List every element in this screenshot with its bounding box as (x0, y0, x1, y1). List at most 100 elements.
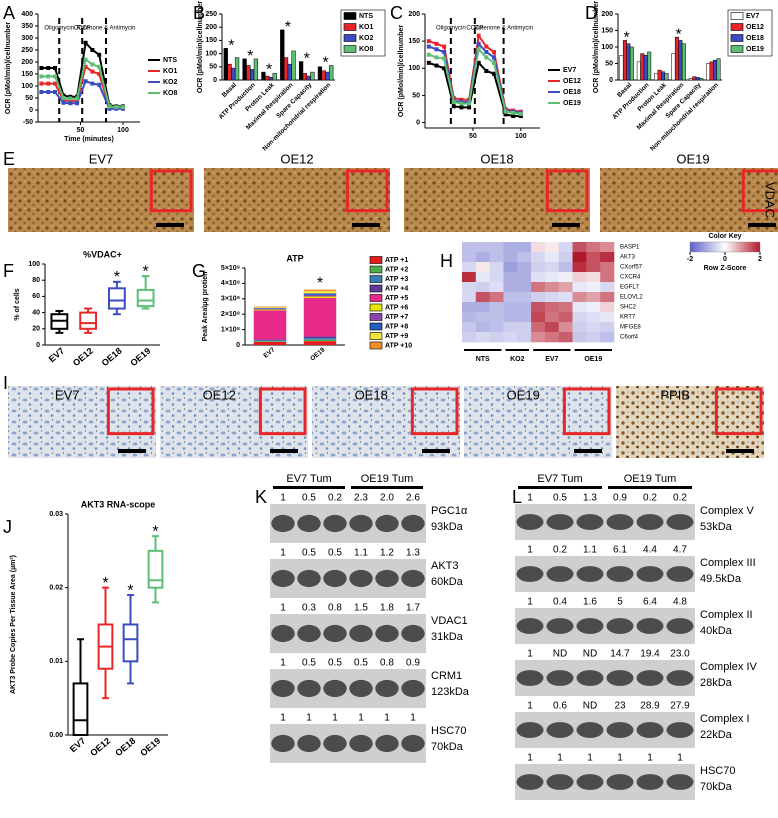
y-tick-label: 0.02 (49, 585, 63, 592)
heatmap-cell (503, 302, 518, 313)
heatmap-cell (586, 272, 601, 283)
x-tick-label: EV7 (68, 736, 87, 755)
protein-label: Complex II (700, 609, 753, 621)
point (492, 60, 496, 65)
band (401, 679, 425, 698)
point (75, 101, 80, 106)
row-label: ELOVL2 (620, 295, 643, 301)
panel-label: J (3, 517, 12, 537)
band (576, 722, 604, 738)
significance: * (624, 30, 630, 47)
band (666, 566, 694, 582)
legend-label: OE19 (563, 100, 581, 107)
y-tick-label: 0.03 (49, 511, 63, 518)
point (97, 52, 102, 57)
legend-swatch (343, 23, 357, 31)
x-tick-label: EV7 (262, 346, 276, 360)
panel-label: H (440, 251, 453, 271)
image-label: OE19 (507, 387, 540, 402)
band (349, 679, 373, 698)
heatmap-cell (517, 252, 532, 263)
scale-bar (552, 223, 580, 227)
bar-segment (303, 294, 337, 297)
point (83, 40, 88, 45)
point (121, 105, 125, 110)
band (375, 734, 399, 753)
bar (661, 71, 666, 81)
band-quant: 0.5 (328, 658, 342, 669)
significance: * (266, 61, 272, 78)
size-label: 70kDa (431, 741, 464, 753)
group-bar (518, 486, 602, 489)
band-quant: 1 (280, 493, 286, 504)
inset (714, 387, 763, 436)
bar (329, 65, 334, 81)
group-label: OE19 Tum (624, 473, 677, 485)
band (606, 670, 634, 686)
legend-swatch (730, 45, 744, 53)
heatmap-cell (503, 242, 518, 253)
band-quant: 19.4 (640, 649, 660, 660)
band (349, 514, 373, 533)
point (476, 33, 481, 38)
y-tick-label: 50 (25, 95, 33, 102)
heatmap-cell (586, 312, 601, 323)
heatmap-cell (572, 312, 587, 323)
box (107, 287, 126, 310)
point (503, 112, 508, 117)
band-quant: 0.5 (328, 548, 342, 559)
y-axis-label: OCR (pMol/min)/cellnumber (593, 1, 600, 93)
legend-swatch (343, 45, 357, 53)
size-label: 49.5kDa (700, 573, 742, 585)
panel-label: F (3, 261, 14, 281)
band-quant: 1.3 (583, 493, 597, 504)
panel-label: I (3, 373, 8, 393)
bar (629, 46, 634, 81)
point (442, 50, 447, 54)
heatmap-cell (600, 312, 615, 323)
bar-segment (303, 298, 337, 337)
band (349, 624, 373, 643)
scale-bar (118, 449, 146, 453)
heatmap-cell (600, 292, 615, 303)
point (451, 99, 456, 104)
significance: * (304, 51, 310, 68)
point (90, 48, 95, 52)
legend-label: EV7 (746, 13, 759, 20)
band-quant: 1 (280, 713, 286, 724)
band (323, 734, 347, 753)
point (451, 104, 456, 109)
heatmap-cell (572, 272, 587, 283)
bar (640, 53, 645, 81)
bar-segment (253, 310, 287, 340)
band-quant: 1 (527, 701, 533, 712)
heatmap-cell (475, 272, 490, 283)
y-tick-label: 100 (28, 261, 40, 268)
box (147, 549, 164, 589)
band (271, 734, 295, 753)
heatmap-cell (544, 242, 560, 253)
heatmap-cell (517, 262, 532, 273)
group-label: EV7 Tum (537, 473, 582, 485)
y-tick-label: 0 (609, 77, 613, 84)
bar (664, 73, 669, 81)
heatmap-cell (600, 252, 615, 263)
band (636, 670, 664, 686)
band (323, 514, 347, 533)
y-tick-label: 4×10⁸ (221, 280, 240, 287)
band-quant: 1.1 (583, 545, 597, 556)
key-label: Row Z-Score (704, 265, 747, 272)
heatmap-cell (462, 242, 477, 253)
row-label: EGFL7 (620, 285, 640, 291)
legend-label: ATP +9 (385, 333, 408, 340)
legend-swatch (343, 12, 357, 20)
bar-segment (303, 291, 337, 294)
band-quant: 0.5 (302, 493, 316, 504)
blot (515, 764, 695, 800)
legend-label: OE18 (563, 89, 581, 96)
heatmap-cell (600, 322, 615, 333)
band-quant: 1 (557, 753, 563, 764)
heatmap-cell (558, 272, 573, 283)
